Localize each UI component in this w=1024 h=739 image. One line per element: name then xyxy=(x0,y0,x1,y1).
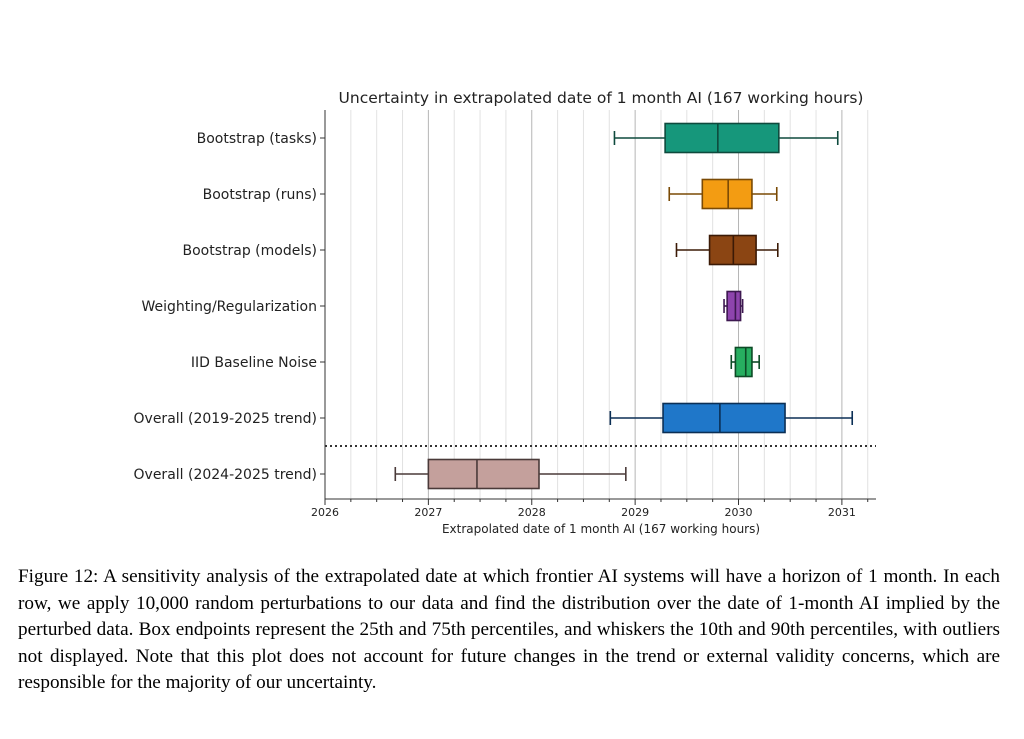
box-4 xyxy=(723,290,744,322)
x-tick-label: 2028 xyxy=(518,506,546,519)
x-axis-label: Extrapolated date of 1 month AI (167 wor… xyxy=(442,522,760,536)
iqr-box xyxy=(664,122,780,154)
box-2 xyxy=(668,178,778,210)
box-layer xyxy=(394,122,854,490)
category-label: Bootstrap (tasks) xyxy=(197,131,317,147)
iqr-box xyxy=(734,346,753,378)
iqr-box xyxy=(726,290,742,322)
iqr-box xyxy=(427,458,540,490)
iqr-box xyxy=(662,402,786,434)
x-tick-label: 2029 xyxy=(621,506,649,519)
box-6 xyxy=(609,402,854,434)
category-label: Bootstrap (runs) xyxy=(203,187,317,203)
chart-title: Uncertainty in extrapolated date of 1 mo… xyxy=(339,89,864,107)
box-7 xyxy=(394,458,627,490)
box-plot-svg: Bootstrap (tasks) Bootstrap (runs) Bootstr… xyxy=(134,89,876,536)
x-tick-label: 2031 xyxy=(828,506,856,519)
box-3 xyxy=(675,234,779,266)
grid-layer xyxy=(324,110,876,499)
x-tick-label: 2026 xyxy=(311,506,339,519)
category-label: IID Baseline Noise xyxy=(191,355,317,371)
box-1 xyxy=(613,122,839,154)
x-tick-label: 2030 xyxy=(725,506,753,519)
figure-caption: Figure 12: A sensitivity analysis of the… xyxy=(18,566,1000,693)
box-plot-figure: Bootstrap (tasks) Bootstrap (runs) Bootstr… xyxy=(134,89,876,536)
axis-layer: Bootstrap (tasks) Bootstrap (runs) Bootstr… xyxy=(134,110,876,519)
x-tick-label: 2027 xyxy=(414,506,442,519)
category-label: Overall (2019-2025 trend) xyxy=(134,411,317,427)
box-5 xyxy=(730,346,760,378)
category-label: Overall (2024-2025 trend) xyxy=(134,467,317,483)
iqr-box xyxy=(701,178,753,210)
category-label: Bootstrap (models) xyxy=(183,243,318,259)
category-label: Weighting/Regularization xyxy=(142,299,317,315)
